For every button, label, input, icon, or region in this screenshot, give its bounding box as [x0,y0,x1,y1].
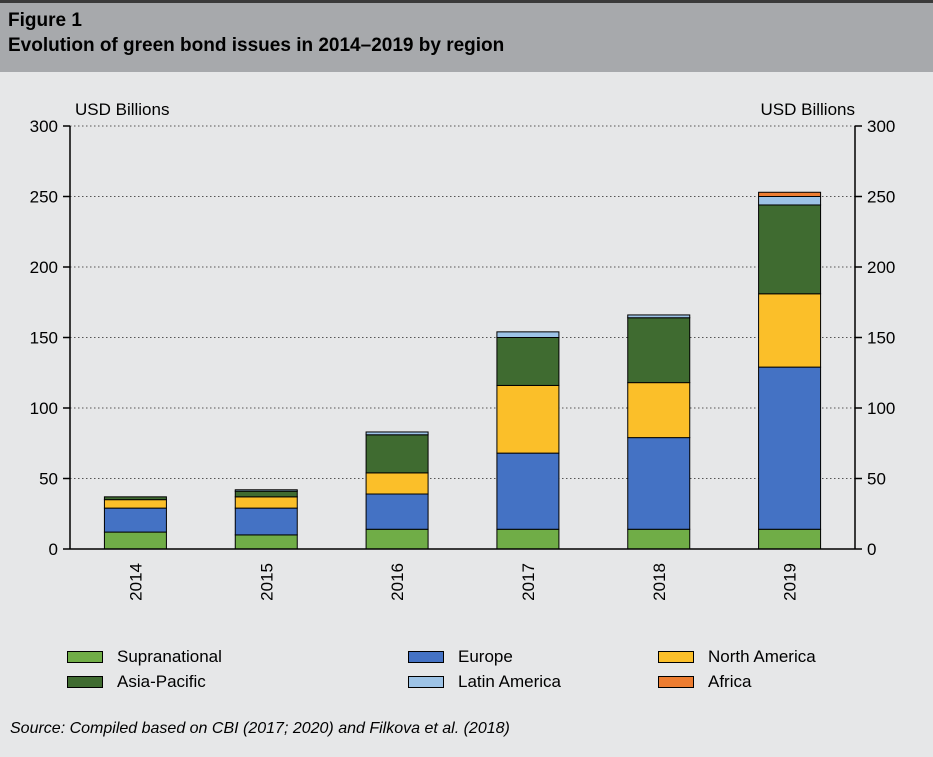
source-note: Source: Compiled based on CBI (2017; 202… [10,720,510,737]
bar-segment-latin-america [627,314,691,319]
legend-label-africa: Africa [708,672,752,691]
bar-segment-asia-pacific [496,337,560,386]
bar-segment-supranational [234,534,298,550]
y-tick-label-left: 300 [30,117,58,136]
bar-segment-africa [758,191,822,197]
x-tick-label: 2019 [781,563,800,601]
legend-item-supranational: Supranational [67,647,222,667]
y-tick-label-right: 100 [867,399,895,418]
x-tick-label: 2015 [257,563,276,601]
y-tick-label-right: 150 [867,329,895,348]
bar-segment-latin-america [496,331,560,338]
bar-segment-supranational [496,528,560,550]
y-tick-label-left: 150 [30,329,58,348]
figure-title: Evolution of green bond issues in 2014–2… [8,35,505,56]
y-axis-label-right: USD Billions [761,100,855,119]
y-tick-label-left: 250 [30,188,58,207]
y-tick-label-left: 200 [30,258,58,277]
y-tick-label-right: 0 [867,540,876,559]
bar-segment-asia-pacific [365,434,429,474]
grid-lines [70,125,855,479]
bar-segment-north-america [496,384,560,454]
bar-segment-north-america [365,472,429,495]
legend: Supranational Europe North America Asia-… [0,645,933,695]
bar-segment-europe [758,366,822,530]
bar-segment-north-america [627,382,691,439]
legend-swatch-europe [408,651,444,663]
axes: 0 0 50 50 100 100 150 150 200 200 250 250 300 300 2014… [30,117,896,601]
legend-label-supranational: Supranational [117,647,222,666]
bar-segment-latin-america [365,431,429,436]
legend-swatch-africa [658,676,694,688]
y-tick-label-left: 100 [30,399,58,418]
bar-segment-latin-america [234,489,298,492]
x-tick-label: 2014 [126,563,145,601]
bar-segment-europe [365,493,429,530]
legend-swatch-supranational [67,651,103,663]
y-tick-label-right: 200 [867,258,895,277]
legend-item-asia-pacific: Asia-Pacific [67,672,206,692]
legend-label-north-america: North America [708,647,816,666]
bar-segment-supranational [103,531,167,550]
x-tick-label: 2017 [519,563,538,601]
legend-swatch-north-america [658,651,694,663]
y-axis-label-left: USD Billions [75,100,169,119]
legend-item-africa: Africa [658,672,751,692]
bar-segment-europe [496,452,560,530]
legend-swatch-latin-america [408,676,444,688]
x-tick-label: 2016 [388,563,407,601]
y-tick-label-left: 50 [39,470,58,489]
y-tick-label-left: 0 [49,540,58,559]
bar-segment-europe [234,507,298,536]
bar-segment-asia-pacific [234,490,298,498]
bar-segment-europe [103,507,167,533]
bar-segment-asia-pacific [758,204,822,295]
bar-segment-latin-america [758,196,822,206]
bar-segment-supranational [758,528,822,550]
x-tick-label: 2018 [650,563,669,601]
bar-segment-asia-pacific [103,496,167,501]
figure-header: Figure 1 Evolution of green bond issues … [0,0,933,72]
legend-item-latin-america: Latin America [408,672,561,692]
legend-item-north-america: North America [658,647,816,667]
legend-label-latin-america: Latin America [458,672,561,691]
y-tick-label-right: 250 [867,188,895,207]
bar-segment-supranational [627,528,691,550]
bar-segment-asia-pacific [627,317,691,384]
bar-segment-supranational [365,528,429,550]
y-tick-label-right: 300 [867,117,895,136]
bar-segment-europe [627,437,691,530]
y-tick-label-right: 50 [867,470,886,489]
bars [103,191,822,550]
bar-segment-north-america [103,499,167,509]
legend-label-asia-pacific: Asia-Pacific [117,672,206,691]
bar-segment-north-america [758,293,822,368]
figure-label: Figure 1 [8,10,82,31]
legend-label-europe: Europe [458,647,513,666]
legend-item-europe: Europe [408,647,513,667]
stacked-bar-chart: USD Billions USD Billions 0 0 50 50 100 100 15… [30,100,896,601]
bar-segment-north-america [234,496,298,509]
legend-swatch-asia-pacific [67,676,103,688]
